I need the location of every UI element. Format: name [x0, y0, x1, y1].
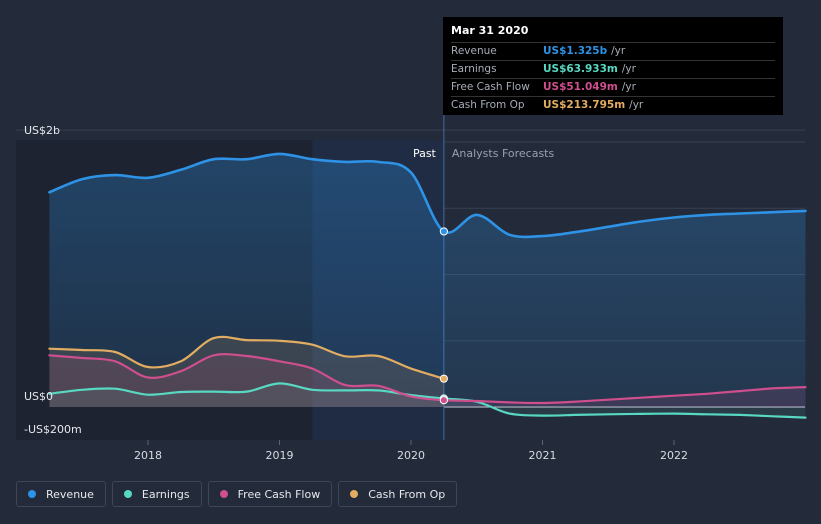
- x-tick-label: 2022: [660, 449, 688, 462]
- x-tick-label: 2018: [134, 449, 162, 462]
- tooltip-unit: /yr: [611, 45, 626, 57]
- y-tick-label: US$2b: [24, 124, 60, 137]
- legend-label: Earnings: [141, 487, 190, 501]
- legend-label: Cash From Op: [368, 487, 446, 501]
- point-cash-from-op: [439, 374, 448, 383]
- tooltip-unit: /yr: [629, 99, 644, 111]
- series-lines: [48, 152, 807, 419]
- forecast-label: Analysts Forecasts: [452, 147, 555, 160]
- legend-label: Revenue: [46, 487, 94, 501]
- tooltip-value: US$213.795m: [543, 99, 626, 111]
- line-cash-from-op: [48, 335, 445, 380]
- data-tooltip: Mar 31 2020 Revenue US$1.325b /yr Earnin…: [443, 17, 783, 115]
- tooltip-row-earnings: Earnings US$63.933m /yr: [451, 60, 775, 78]
- point-free-cash-flow: [439, 396, 448, 405]
- x-tick-label: 2021: [529, 449, 557, 462]
- legend-dot-icon: [123, 490, 132, 498]
- tooltip-unit: /yr: [621, 63, 636, 75]
- tooltip-label: Cash From Op: [451, 99, 525, 111]
- point-revenue: [439, 227, 448, 236]
- past-label: Past: [413, 147, 437, 160]
- area-free-cash-flow: [49, 354, 806, 407]
- area-revenue: [49, 153, 806, 407]
- axis-labels: 2018 2019 2020 2021 2022 US$2b US$0 -US$200m Pas…: [24, 124, 688, 462]
- legend-item-revenue[interactable]: Revenue: [16, 481, 106, 507]
- legend-item-earnings[interactable]: Earnings: [111, 481, 202, 507]
- tooltip-date: Mar 31 2020: [451, 24, 529, 37]
- chart-legend: Revenue Earnings Free Cash Flow Cash Fro…: [16, 481, 458, 507]
- tooltip-label: Free Cash Flow: [451, 81, 530, 93]
- current-markers: [439, 227, 448, 405]
- tooltip-value: US$63.933m: [543, 63, 618, 75]
- tooltip-row-free-cash-flow: Free Cash Flow US$51.049m /yr: [451, 78, 775, 96]
- legend-item-cash-from-op[interactable]: Cash From Op: [338, 481, 458, 507]
- tooltip-label: Revenue: [451, 45, 497, 57]
- legend-dot-icon: [28, 490, 36, 498]
- line-revenue: [48, 152, 807, 239]
- area-earnings: [49, 383, 806, 418]
- legend-dot-icon: [350, 490, 359, 498]
- legend-label: Free Cash Flow: [237, 487, 321, 501]
- tooltip-row-revenue: Revenue US$1.325b /yr: [451, 42, 775, 60]
- legend-item-free-cash-flow[interactable]: Free Cash Flow: [207, 481, 333, 507]
- tooltip-label: Earnings: [451, 63, 497, 75]
- tooltip-unit: /yr: [621, 81, 636, 93]
- x-tick-label: 2019: [266, 449, 294, 462]
- tooltip-value: US$51.049m: [543, 81, 618, 93]
- legend-dot-icon: [219, 490, 228, 498]
- y-tick-label: -US$200m: [24, 423, 82, 436]
- line-earnings: [48, 382, 807, 419]
- tooltip-value: US$1.325b: [543, 45, 608, 57]
- tooltip-row-cash-from-op: Cash From Op US$213.795m /yr: [451, 96, 775, 114]
- line-free-cash-flow: [48, 353, 807, 405]
- y-tick-label: US$0: [24, 390, 53, 403]
- x-tick-label: 2020: [397, 449, 425, 462]
